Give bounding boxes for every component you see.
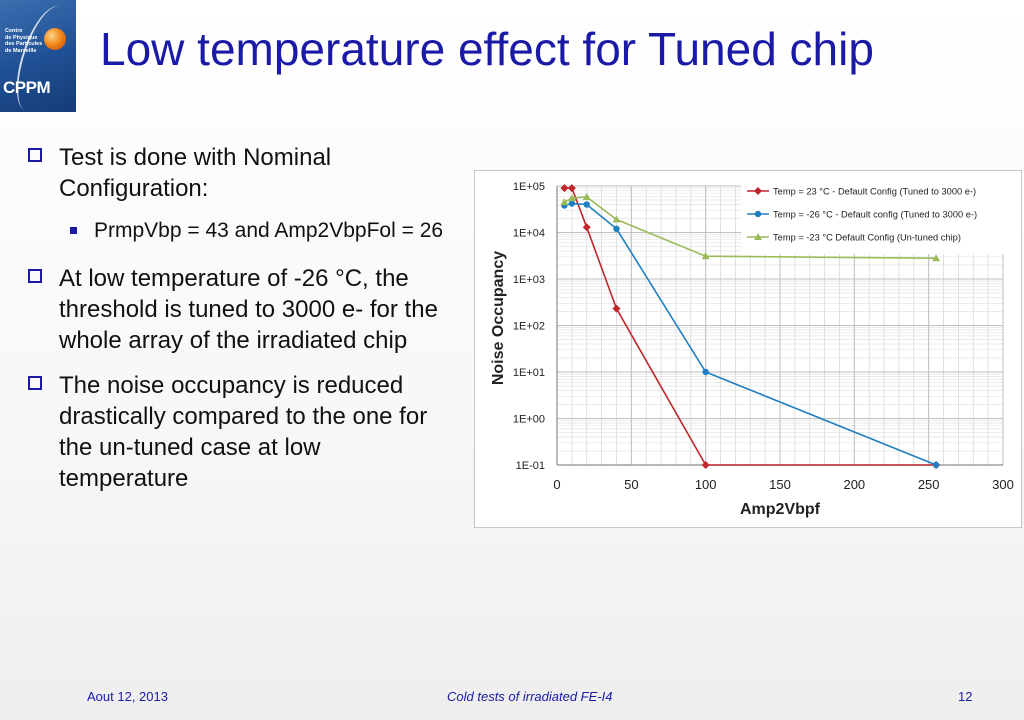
footer-date: Aout 12, 2013 — [87, 689, 168, 704]
page-number: 12 — [958, 689, 973, 704]
x-axis-label: Amp2Vbpf — [740, 501, 821, 518]
legend-label: Temp = -26 °C - Default config (Tuned to… — [773, 210, 977, 220]
y-tick-label: 1E-01 — [516, 460, 545, 472]
footer-title: Cold tests of irradiated FE-I4 — [447, 689, 613, 704]
data-point-triangle — [701, 252, 710, 260]
legend-label: Temp = 23 °C - Default Config (Tuned to … — [773, 187, 976, 197]
data-point-triangle — [932, 254, 941, 262]
x-tick-label: 300 — [992, 477, 1014, 492]
x-tick-label: 100 — [695, 477, 717, 492]
data-point-circle — [568, 200, 576, 207]
legend-label: Temp = -23 °C Default Config (Un-tuned c… — [773, 233, 961, 243]
x-tick-labels: 0 50 100 150 200 250 300 — [553, 477, 1013, 492]
data-point-diamond — [701, 461, 710, 469]
y-tick-label: 1E+03 — [513, 274, 545, 286]
y-tick-label: 1E+05 — [513, 181, 545, 193]
logo-background — [0, 0, 76, 112]
x-tick-label: 200 — [843, 477, 865, 492]
series-group — [560, 193, 941, 262]
y-axis-label: Noise Occupancy — [490, 251, 507, 385]
data-point-circle — [613, 225, 620, 233]
noise-occupancy-chart: 1E+05 1E+04 1E+03 1E+02 1E+01 1E+00 1E-01 0 50 1… — [490, 181, 1017, 518]
chart-series — [560, 184, 941, 469]
data-point-diamond — [582, 223, 591, 232]
data-point-diamond — [567, 184, 576, 193]
bullet-text: At low temperature of -26 °C, the thresh… — [59, 265, 438, 354]
logo-orange-sphere — [44, 28, 66, 50]
x-tick-label: 250 — [918, 477, 940, 492]
data-point-triangle — [567, 194, 576, 202]
bullet-item: The noise occupancy is reduced drastical… — [26, 370, 456, 494]
data-point-triangle — [754, 233, 762, 240]
y-tick-labels: 1E+05 1E+04 1E+03 1E+02 1E+01 1E+00 1E-01 — [513, 181, 545, 472]
y-tick-label: 1E+00 — [513, 414, 545, 426]
legend-background — [741, 181, 1017, 254]
chart-legend: Temp = 23 °C - Default Config (Tuned to … — [741, 181, 1017, 254]
y-tick-label: 1E+01 — [513, 367, 545, 379]
checkbox-bullet-icon — [28, 148, 42, 162]
data-point-triangle — [560, 198, 569, 206]
logo-institution-name: Centre de Physique des Particules de Mar… — [5, 28, 43, 54]
x-tick-label: 150 — [769, 477, 791, 492]
y-tick-label: 1E+04 — [513, 228, 545, 240]
chart-frame: 1E+05 1E+04 1E+03 1E+02 1E+01 1E+00 1E-01 0 50 1… — [474, 170, 1022, 528]
data-point-diamond — [560, 184, 569, 193]
data-point-diamond — [612, 304, 621, 313]
sub-bullet-item: PrmpVbp = 43 and Amp2VbpFol = 26 — [26, 216, 456, 245]
bullet-item: At low temperature of -26 °C, the thresh… — [26, 263, 456, 356]
bullet-text: Test is done with Nominal Configuration: — [59, 144, 332, 202]
logo-acronym: CPPM — [3, 78, 51, 97]
data-point-circle — [702, 368, 709, 376]
checkbox-bullet-icon — [28, 376, 42, 390]
slide-title: Low temperature effect for Tuned chip — [100, 23, 874, 75]
cppm-logo: Centre de Physique des Particules de Mar… — [0, 0, 80, 118]
checkbox-bullet-icon — [28, 269, 42, 283]
sub-bullet-text: PrmpVbp = 43 and Amp2VbpFol = 26 — [94, 219, 444, 242]
bullet-text: The noise occupancy is reduced drastical… — [59, 372, 428, 492]
x-tick-label: 50 — [624, 477, 638, 492]
data-point-triangle — [582, 193, 591, 201]
data-point-circle — [754, 210, 762, 218]
bullet-list: Test is done with Nominal Configuration:… — [26, 142, 456, 508]
data-point-diamond — [754, 187, 762, 195]
y-tick-label: 1E+02 — [513, 321, 545, 333]
data-point-circle — [583, 201, 590, 208]
data-point-circle — [932, 461, 940, 469]
bullet-item: Test is done with Nominal Configuration: — [26, 142, 456, 204]
square-bullet-icon — [70, 227, 77, 234]
x-tick-label: 0 — [553, 477, 560, 492]
data-point-triangle — [612, 215, 621, 223]
